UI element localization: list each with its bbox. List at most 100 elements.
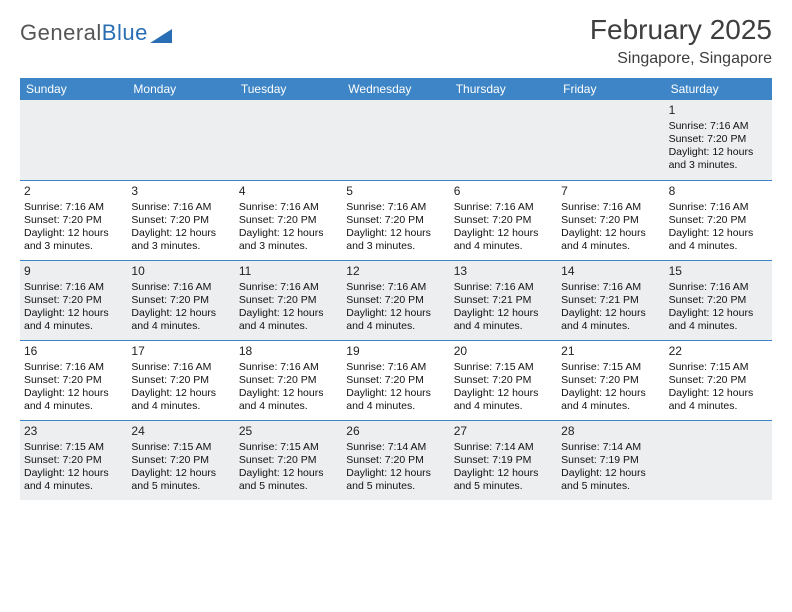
dl2-text: and 4 minutes. bbox=[669, 400, 768, 413]
dl1-text: Daylight: 12 hours bbox=[669, 307, 768, 320]
weekday-header-row: Sunday Monday Tuesday Wednesday Thursday… bbox=[20, 78, 772, 100]
day-number: 22 bbox=[669, 344, 768, 359]
dl2-text: and 3 minutes. bbox=[239, 240, 338, 253]
sunset-text: Sunset: 7:20 PM bbox=[346, 374, 445, 387]
calendar-week-row: 1Sunrise: 7:16 AMSunset: 7:20 PMDaylight… bbox=[20, 100, 772, 180]
calendar-day-cell: 9Sunrise: 7:16 AMSunset: 7:20 PMDaylight… bbox=[20, 260, 127, 340]
dl1-text: Daylight: 12 hours bbox=[131, 227, 230, 240]
day-number: 21 bbox=[561, 344, 660, 359]
calendar-day-cell: 24Sunrise: 7:15 AMSunset: 7:20 PMDayligh… bbox=[127, 420, 234, 500]
dl2-text: and 4 minutes. bbox=[561, 400, 660, 413]
dl2-text: and 4 minutes. bbox=[131, 400, 230, 413]
calendar-day-cell: 21Sunrise: 7:15 AMSunset: 7:20 PMDayligh… bbox=[557, 340, 664, 420]
day-number: 3 bbox=[131, 184, 230, 199]
calendar-day-cell: 26Sunrise: 7:14 AMSunset: 7:20 PMDayligh… bbox=[342, 420, 449, 500]
dl2-text: and 4 minutes. bbox=[454, 400, 553, 413]
dl1-text: Daylight: 12 hours bbox=[131, 467, 230, 480]
sunset-text: Sunset: 7:21 PM bbox=[561, 294, 660, 307]
sunrise-text: Sunrise: 7:14 AM bbox=[346, 441, 445, 454]
sunset-text: Sunset: 7:20 PM bbox=[24, 374, 123, 387]
sunrise-text: Sunrise: 7:16 AM bbox=[131, 361, 230, 374]
calendar-day-cell: 1Sunrise: 7:16 AMSunset: 7:20 PMDaylight… bbox=[665, 100, 772, 180]
day-number: 1 bbox=[669, 103, 768, 118]
dl1-text: Daylight: 12 hours bbox=[669, 387, 768, 400]
dl1-text: Daylight: 12 hours bbox=[239, 307, 338, 320]
calendar-day-cell: 22 Sunrise: 7:15 AMSunset: 7:20 PMDayligh… bbox=[665, 340, 772, 420]
dl2-text: and 5 minutes. bbox=[454, 480, 553, 493]
sunrise-text: Sunrise: 7:16 AM bbox=[24, 281, 123, 294]
calendar-day-cell: 15Sunrise: 7:16 AMSunset: 7:20 PMDayligh… bbox=[665, 260, 772, 340]
dl2-text: and 4 minutes. bbox=[131, 320, 230, 333]
sunset-text: Sunset: 7:20 PM bbox=[669, 374, 768, 387]
day-number: 19 bbox=[346, 344, 445, 359]
sunrise-text: Sunrise: 7:15 AM bbox=[239, 441, 338, 454]
dl2-text: and 4 minutes. bbox=[346, 320, 445, 333]
dl2-text: and 3 minutes. bbox=[24, 240, 123, 253]
day-number: 11 bbox=[239, 264, 338, 279]
logo-text-general: General bbox=[20, 20, 102, 45]
day-number: 18 bbox=[239, 344, 338, 359]
sunrise-text: Sunrise: 7:16 AM bbox=[561, 201, 660, 214]
dl2-text: and 3 minutes. bbox=[131, 240, 230, 253]
sunrise-text: Sunrise: 7:16 AM bbox=[669, 281, 768, 294]
day-number: 28 bbox=[561, 424, 660, 439]
calendar-day-cell: 28Sunrise: 7:14 AMSunset: 7:19 PMDayligh… bbox=[557, 420, 664, 500]
sunset-text: Sunset: 7:20 PM bbox=[24, 214, 123, 227]
dl2-text: and 5 minutes. bbox=[239, 480, 338, 493]
sunset-text: Sunset: 7:20 PM bbox=[669, 133, 768, 146]
sunrise-text: Sunrise: 7:16 AM bbox=[24, 361, 123, 374]
dl1-text: Daylight: 12 hours bbox=[561, 227, 660, 240]
sunrise-text: Sunrise: 7:15 AM bbox=[669, 361, 768, 374]
dl2-text: and 5 minutes. bbox=[131, 480, 230, 493]
sunset-text: Sunset: 7:20 PM bbox=[346, 214, 445, 227]
calendar-day-cell: 16Sunrise: 7:16 AMSunset: 7:20 PMDayligh… bbox=[20, 340, 127, 420]
dl1-text: Daylight: 12 hours bbox=[669, 227, 768, 240]
sunrise-text: Sunrise: 7:15 AM bbox=[561, 361, 660, 374]
calendar-empty-cell bbox=[235, 100, 342, 180]
day-number: 20 bbox=[454, 344, 553, 359]
calendar-page: GeneralBlue February 2025 Singapore, Sin… bbox=[0, 0, 792, 500]
calendar-empty-cell bbox=[557, 100, 664, 180]
dl2-text: and 4 minutes. bbox=[561, 320, 660, 333]
calendar-day-cell: 10Sunrise: 7:16 AMSunset: 7:20 PMDayligh… bbox=[127, 260, 234, 340]
logo-triangle-icon bbox=[150, 25, 178, 43]
sunrise-text: Sunrise: 7:16 AM bbox=[131, 201, 230, 214]
dl2-text: and 5 minutes. bbox=[561, 480, 660, 493]
day-number: 5 bbox=[346, 184, 445, 199]
sunrise-text: Sunrise: 7:16 AM bbox=[454, 281, 553, 294]
sunrise-text: Sunrise: 7:16 AM bbox=[239, 201, 338, 214]
calendar-empty-cell bbox=[127, 100, 234, 180]
location-label: Singapore, Singapore bbox=[590, 50, 772, 68]
dl1-text: Daylight: 12 hours bbox=[454, 467, 553, 480]
calendar-day-cell: 11Sunrise: 7:16 AMSunset: 7:20 PMDayligh… bbox=[235, 260, 342, 340]
dl1-text: Daylight: 12 hours bbox=[239, 227, 338, 240]
day-number: 8 bbox=[669, 184, 768, 199]
dl2-text: and 4 minutes. bbox=[669, 320, 768, 333]
dl1-text: Daylight: 12 hours bbox=[24, 467, 123, 480]
sunrise-text: Sunrise: 7:16 AM bbox=[131, 281, 230, 294]
sunset-text: Sunset: 7:20 PM bbox=[131, 214, 230, 227]
dl1-text: Daylight: 12 hours bbox=[346, 467, 445, 480]
dl1-text: Daylight: 12 hours bbox=[131, 307, 230, 320]
sunrise-text: Sunrise: 7:16 AM bbox=[669, 201, 768, 214]
sunrise-text: Sunrise: 7:16 AM bbox=[24, 201, 123, 214]
calendar-empty-cell bbox=[665, 420, 772, 500]
day-number: 14 bbox=[561, 264, 660, 279]
day-number: 6 bbox=[454, 184, 553, 199]
month-title: February 2025 bbox=[590, 14, 772, 46]
sunset-text: Sunset: 7:20 PM bbox=[239, 214, 338, 227]
sunrise-text: Sunrise: 7:16 AM bbox=[346, 361, 445, 374]
calendar-day-cell: 7Sunrise: 7:16 AMSunset: 7:20 PMDaylight… bbox=[557, 180, 664, 260]
calendar-day-cell: 13Sunrise: 7:16 AMSunset: 7:21 PMDayligh… bbox=[450, 260, 557, 340]
day-number: 24 bbox=[131, 424, 230, 439]
logo-text-blue: Blue bbox=[102, 20, 148, 45]
day-number: 13 bbox=[454, 264, 553, 279]
dl1-text: Daylight: 12 hours bbox=[24, 387, 123, 400]
calendar-week-row: 2Sunrise: 7:16 AMSunset: 7:20 PMDaylight… bbox=[20, 180, 772, 260]
weekday-header: Thursday bbox=[450, 78, 557, 100]
calendar-day-cell: 18Sunrise: 7:16 AMSunset: 7:20 PMDayligh… bbox=[235, 340, 342, 420]
sunset-text: Sunset: 7:19 PM bbox=[561, 454, 660, 467]
calendar-empty-cell bbox=[450, 100, 557, 180]
dl2-text: and 3 minutes. bbox=[346, 240, 445, 253]
dl2-text: and 4 minutes. bbox=[346, 400, 445, 413]
